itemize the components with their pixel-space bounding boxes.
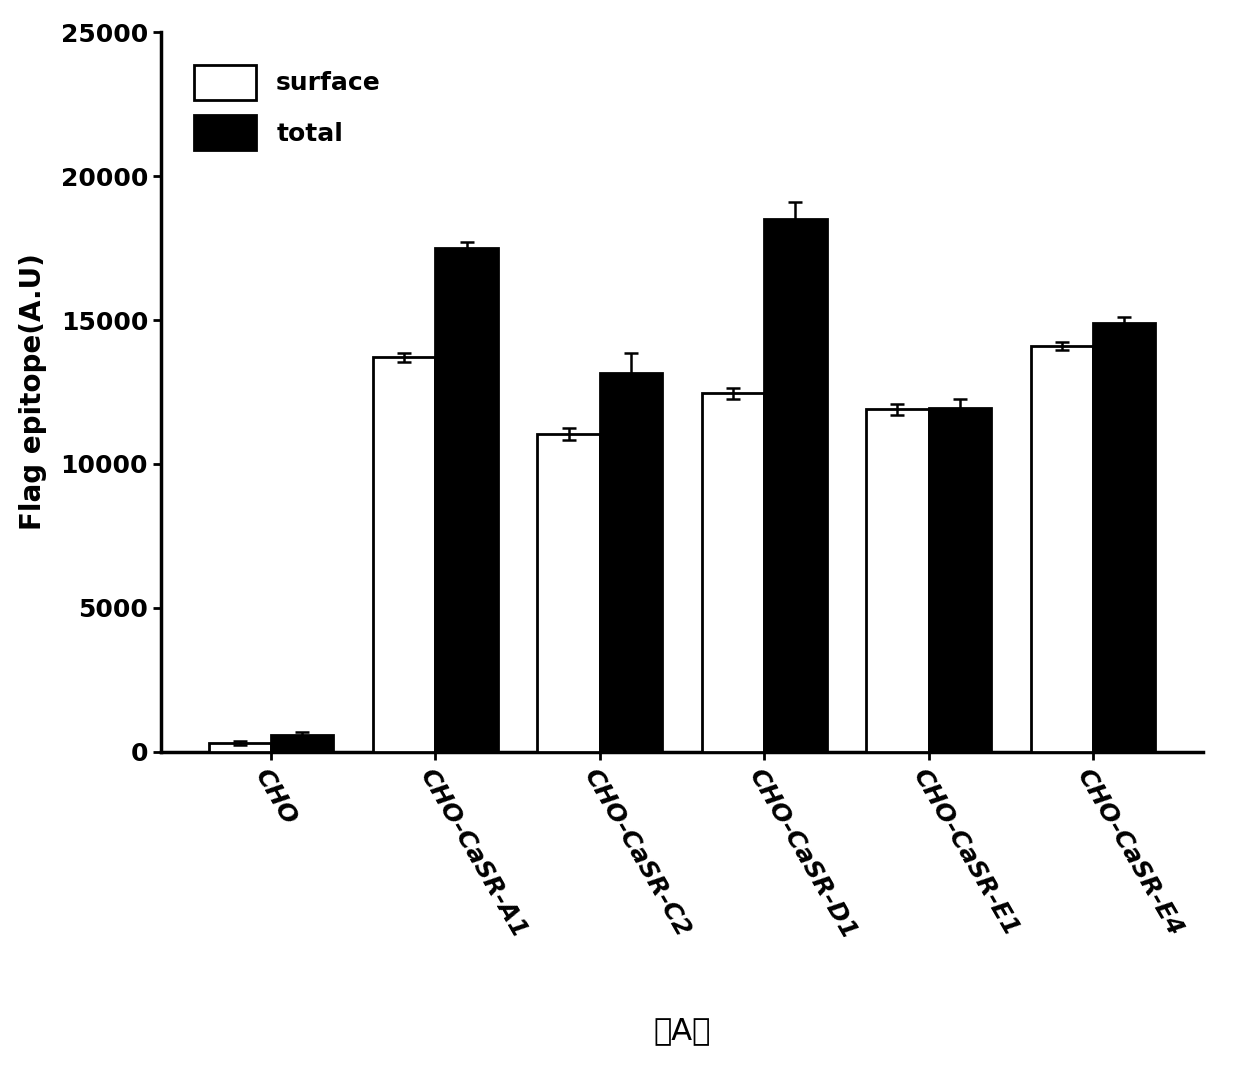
Bar	[764, 219, 827, 752]
Bar	[702, 393, 764, 752]
Y-axis label: Flag epitope(A.U): Flag epitope(A.U)	[19, 253, 47, 531]
Bar	[600, 374, 662, 752]
Bar	[272, 735, 334, 752]
Bar	[929, 408, 991, 752]
Bar	[1092, 323, 1156, 752]
Bar	[866, 409, 929, 752]
Text: （A）: （A）	[653, 1016, 711, 1046]
Bar	[208, 743, 272, 752]
Legend: surface, total: surface, total	[174, 45, 401, 171]
Bar	[435, 248, 498, 752]
Bar	[373, 358, 435, 752]
Bar	[1030, 346, 1092, 752]
Bar	[537, 434, 600, 752]
